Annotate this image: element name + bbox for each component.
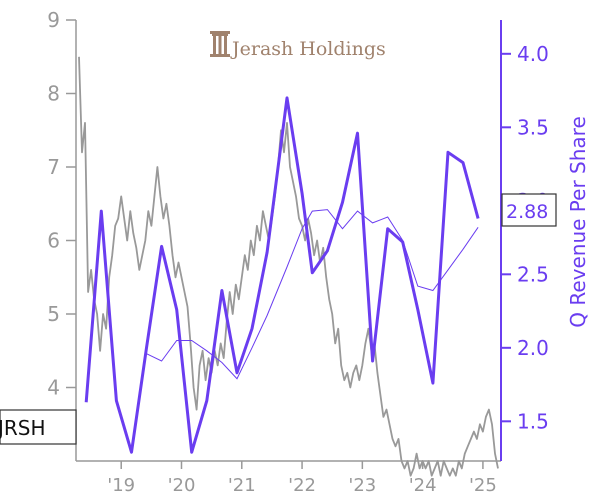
x-tick-label: '21 (228, 475, 256, 496)
left-axis-ticks: 4 5 6 7 8 9 (47, 8, 76, 400)
company-logo: Jerash Holdings (210, 31, 386, 60)
logo-text: Jerash Holdings (230, 38, 386, 60)
x-tick-label: '19 (107, 475, 135, 496)
ticker-text: JRSH (0, 416, 46, 440)
right-tick-label: 2.0 (517, 336, 549, 360)
current-value-text: 2.88 (506, 201, 548, 223)
x-tick-label: '25 (469, 475, 497, 496)
right-tick-label: 4.0 (517, 42, 549, 66)
x-tick-label: '24 (409, 475, 437, 496)
revenue-quarterly-series-line (84, 96, 480, 454)
x-tick-label: '20 (168, 475, 196, 496)
left-tick-label: 8 (47, 82, 60, 106)
left-tick-label: 5 (47, 302, 60, 326)
left-tick-label: 7 (47, 155, 60, 179)
revenue-ttm-series-line (146, 209, 479, 380)
right-axis-label: Q Revenue Per Share (566, 116, 590, 328)
left-tick-label: 4 (47, 376, 60, 400)
right-tick-label: 1.5 (517, 409, 549, 433)
right-axis-ticks: 1.52.02.53.03.54.0 (501, 42, 549, 433)
left-tick-label: 9 (47, 8, 60, 32)
right-tick-label: 2.5 (517, 262, 549, 286)
current-value-label: 2.88 (501, 193, 557, 227)
pillar-logo-icon (210, 31, 230, 57)
x-tick-label: '23 (348, 475, 376, 496)
right-tick-label: 3.5 (517, 115, 549, 139)
x-tick-label: '22 (288, 475, 316, 496)
ticker-label: JRSH (0, 409, 77, 445)
left-tick-label: 6 (47, 229, 60, 253)
x-axis-ticks: '19 '20 '21 '22 '23 '24 '25 (107, 461, 497, 496)
price-series-line (78, 56, 499, 477)
